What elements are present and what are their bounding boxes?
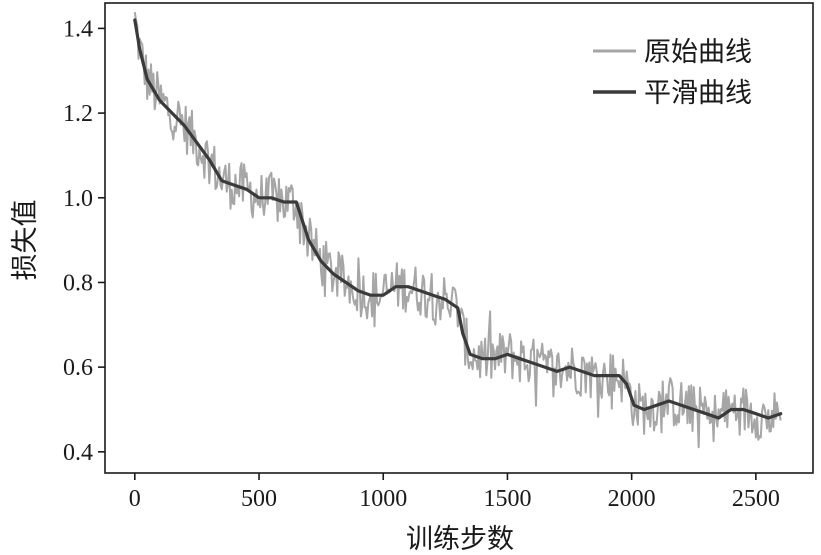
x-axis-label: 训练步数 (406, 524, 514, 555)
x-axis-ticks: 0 500 1000 1500 2000 2500 (129, 473, 780, 512)
x-tick-label: 1000 (359, 486, 407, 512)
smooth-series-layer (133, 18, 783, 420)
x-tick-label: 2500 (732, 486, 780, 512)
y-axis-ticks: 0.4 0.6 0.8 1.0 1.2 1.4 (63, 16, 105, 466)
smooth-series-line (133, 18, 783, 420)
y-tick-label: 1.0 (63, 186, 93, 212)
legend: 原始曲线 平滑曲线 (593, 37, 752, 109)
x-tick-label: 0 (129, 486, 141, 512)
legend-raw-label: 原始曲线 (644, 37, 752, 68)
y-tick-label: 0.4 (63, 440, 93, 466)
legend-smooth-label: 平滑曲线 (644, 78, 752, 109)
x-tick-label: 2000 (608, 486, 656, 512)
x-tick-label: 500 (241, 486, 277, 512)
y-tick-label: 0.6 (63, 355, 93, 381)
plot-frame (104, 2, 814, 474)
x-tick-label: 1500 (483, 486, 531, 512)
y-tick-label: 1.2 (63, 101, 93, 127)
y-axis-label: 损失值 (10, 200, 41, 281)
y-tick-label: 0.8 (63, 270, 93, 296)
y-tick-label: 1.4 (63, 16, 93, 42)
